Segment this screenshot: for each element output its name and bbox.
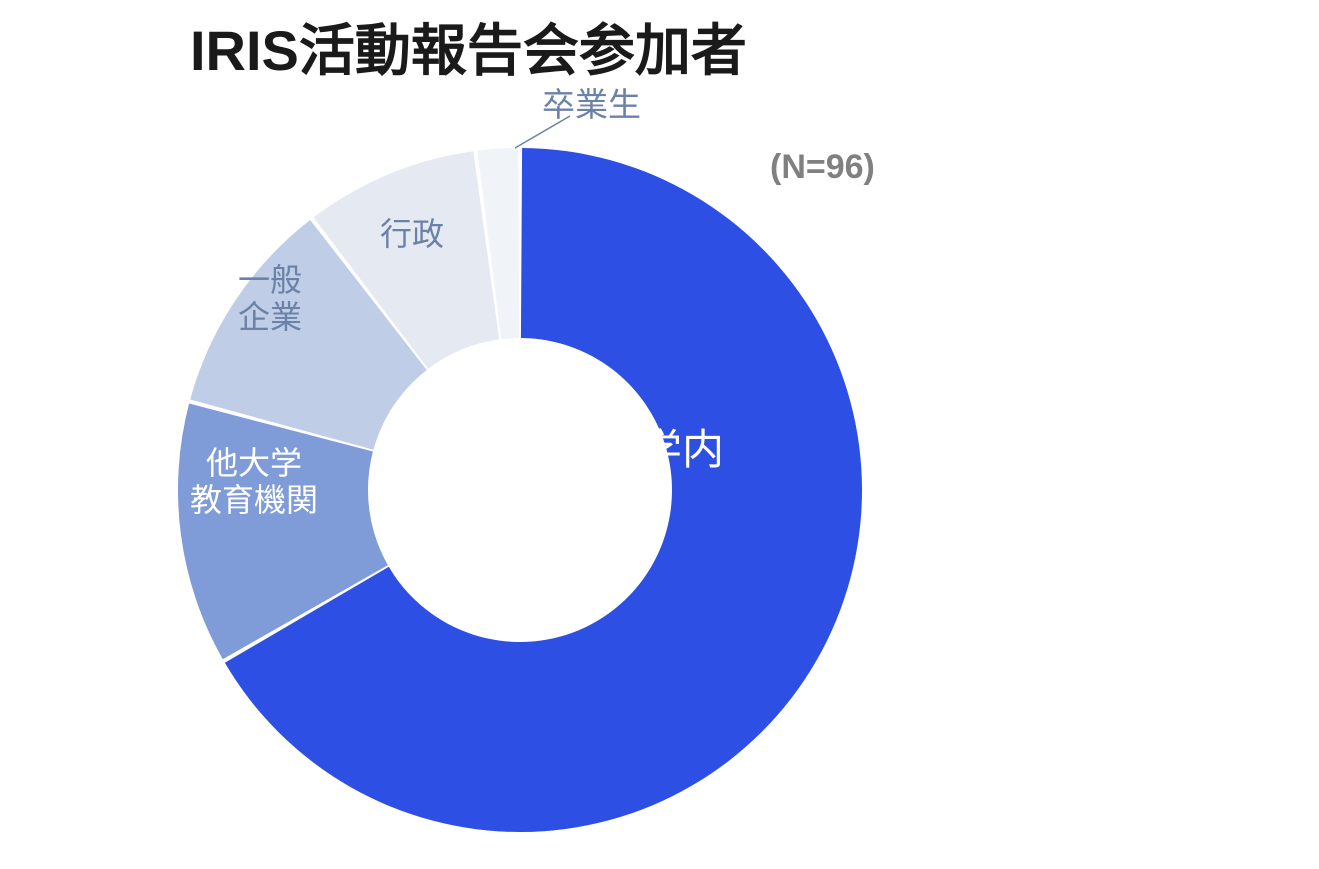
slice-label-sotsugyo: 卒業生	[542, 78, 641, 126]
slice-label-tadaigaku: 他大学 教育機関	[190, 445, 318, 519]
slice-label-gakunai: 学内	[640, 426, 724, 474]
slice-label-gyosei: 行政	[380, 216, 444, 253]
slice-label-kigyou: 一般 企業	[238, 262, 302, 336]
chart-stage: IRIS活動報告会参加者 (N=96) 学内他大学 教育機関一般 企業行政卒業生	[0, 0, 1319, 869]
